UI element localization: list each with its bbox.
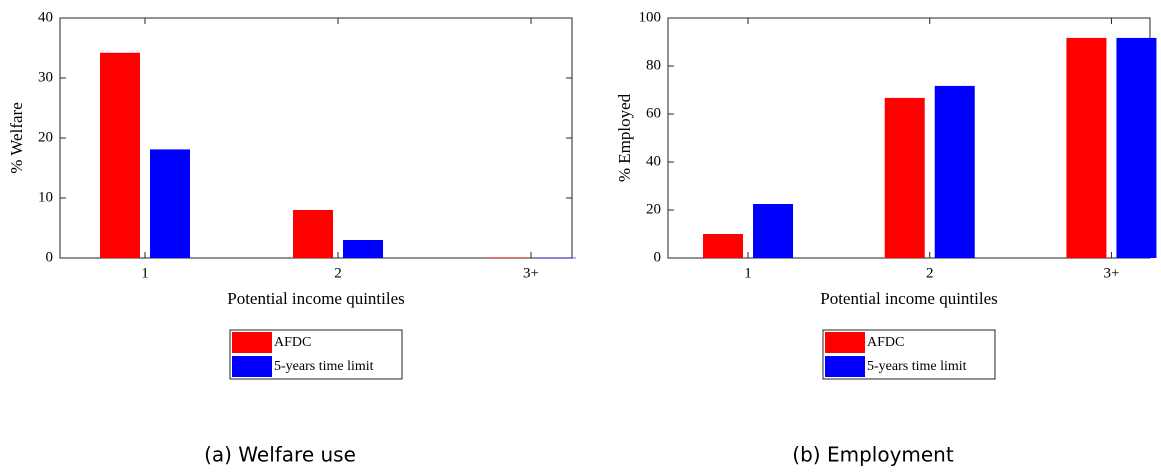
bar [1116,37,1157,258]
x-tick-label: 1 [744,265,752,281]
caption: (b) Employment [792,443,954,467]
bar [343,240,384,258]
legend-swatch [825,356,865,377]
bar [486,257,527,258]
y-axis-label: % Employed [615,93,634,182]
legend-swatch [232,356,272,377]
x-axis-label: Potential income quintiles [227,289,405,308]
legend-label: AFDC [867,335,904,350]
y-tick-label: 20 [38,129,53,145]
bar [1066,37,1107,258]
caption: (a) Welfare use [204,443,356,467]
bar [703,234,744,258]
x-tick-label: 1 [141,265,149,281]
y-tick-label: 0 [46,249,54,265]
y-tick-label: 60 [646,105,661,121]
y-tick-label: 10 [38,189,53,205]
legend-swatch [825,332,865,353]
bar [934,85,975,258]
x-tick-label: 3+ [1103,265,1119,281]
y-tick-label: 80 [646,57,661,73]
legend-label: 5-years time limit [274,359,374,374]
bar [753,204,794,258]
y-tick-label: 30 [38,69,53,85]
legend-label: AFDC [274,335,311,350]
x-axis-label: Potential income quintiles [820,289,998,308]
bar [99,52,140,258]
x-tick-label: 2 [926,265,934,281]
y-tick-label: 20 [646,201,661,217]
bar [149,149,190,258]
y-axis-label: % Welfare [7,102,26,173]
y-tick-label: 40 [38,9,53,25]
bar [293,210,334,258]
y-tick-label: 0 [654,249,662,265]
legend-swatch [232,332,272,353]
y-tick-label: 100 [639,9,662,25]
x-tick-label: 2 [334,265,342,281]
bar [884,97,925,258]
bar [536,257,577,259]
y-tick-label: 40 [646,153,661,169]
legend-label: 5-years time limit [867,359,967,374]
x-tick-label: 3+ [523,265,539,281]
